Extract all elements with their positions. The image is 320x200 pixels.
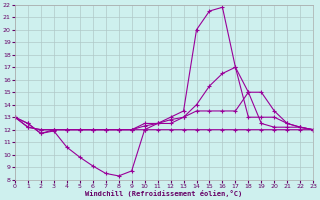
X-axis label: Windchill (Refroidissement éolien,°C): Windchill (Refroidissement éolien,°C) [85,190,243,197]
